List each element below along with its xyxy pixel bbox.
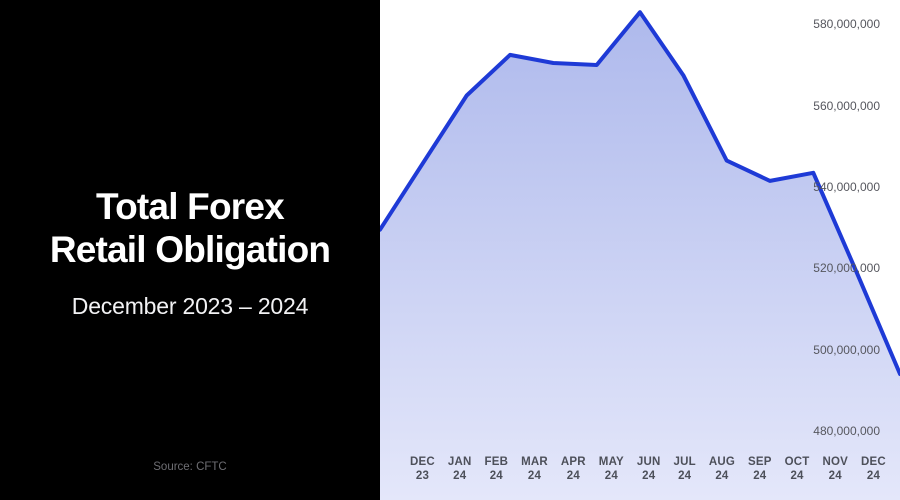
x-tick-year: 24: [828, 470, 842, 482]
x-tick-label: MAY 24: [599, 455, 624, 483]
x-tick-label: JAN 24: [448, 455, 472, 483]
x-tick-label: MAR 24: [521, 455, 548, 483]
x-tick-month: OCT: [784, 456, 810, 468]
x-tick-month: SEP: [748, 456, 772, 468]
x-tick-year: 24: [790, 470, 804, 482]
x-tick-year: 24: [566, 470, 580, 482]
page-title: Total Forex Retail Obligation: [49, 185, 331, 271]
x-tick-label: SEP 24: [748, 455, 772, 483]
area-chart-svg: [380, 10, 900, 500]
source-label: Source: CFTC: [153, 461, 227, 473]
x-tick-month: APR: [560, 456, 586, 468]
x-tick-month: JUL: [673, 456, 696, 468]
title-block: Total Forex Retail Obligation December 20…: [49, 185, 331, 320]
x-tick-label: NOV 24: [823, 455, 849, 483]
y-tick-label: 480,000,000: [813, 423, 880, 438]
x-tick-year: 24: [527, 470, 542, 482]
x-tick-month: DEC: [410, 456, 435, 468]
y-tick-label: 500,000,000: [813, 342, 880, 357]
left-panel: Total Forex Retail Obligation December 20…: [0, 0, 380, 500]
x-tick-year: 24: [604, 470, 618, 482]
date-range-subtitle: December 2023 – 2024: [71, 293, 309, 320]
x-tick-year: 24: [453, 470, 467, 482]
x-tick-year: 24: [753, 470, 767, 482]
y-tick-label: 540,000,000: [813, 179, 880, 194]
x-tick-month: DEC: [861, 456, 886, 468]
chart-area-fill: [380, 12, 900, 500]
x-tick-label: AUG 24: [709, 455, 735, 483]
x-tick-label: DEC 24: [861, 455, 886, 483]
x-tick-label: APR 24: [561, 455, 586, 483]
title-line-2: Retail Obligation: [49, 228, 331, 270]
x-tick-year: 24: [715, 470, 729, 482]
x-tick-year: 24: [642, 470, 656, 482]
x-tick-month: NOV: [822, 456, 849, 468]
x-tick-month: MAR: [521, 456, 548, 468]
x-tick-month: MAY: [598, 456, 624, 468]
y-tick-label: 560,000,000: [813, 98, 880, 113]
x-axis-labels: DEC 23 JAN 24 FEB 24 MAR 24 APR 24 MAY 24 JUN 24 JUL 24…: [380, 455, 900, 483]
x-tick-label: OCT 24: [785, 455, 810, 483]
x-tick-label: JUL 24: [674, 455, 696, 483]
chart-line: [380, 10, 900, 376]
x-tick-year: 24: [489, 470, 503, 482]
y-tick-label: 520,000,000: [813, 261, 880, 276]
x-tick-label: JUN 24: [637, 455, 661, 483]
x-tick-year: 24: [678, 470, 692, 482]
chart-area: 580,000,000 560,000,000 540,000,000 520,000…: [380, 0, 900, 500]
x-tick-month: FEB: [484, 456, 509, 468]
title-line-1: Total Forex: [96, 185, 285, 227]
x-tick-year: 23: [415, 470, 430, 482]
y-tick-label: 580,000,000: [813, 17, 880, 32]
x-tick-month: JAN: [447, 456, 472, 468]
x-tick-label: FEB 24: [485, 455, 509, 483]
x-tick-month: JUN: [636, 456, 661, 468]
x-tick-label: DEC 23: [410, 455, 435, 483]
x-tick-year: 24: [866, 470, 881, 482]
x-tick-month: AUG: [708, 456, 735, 468]
